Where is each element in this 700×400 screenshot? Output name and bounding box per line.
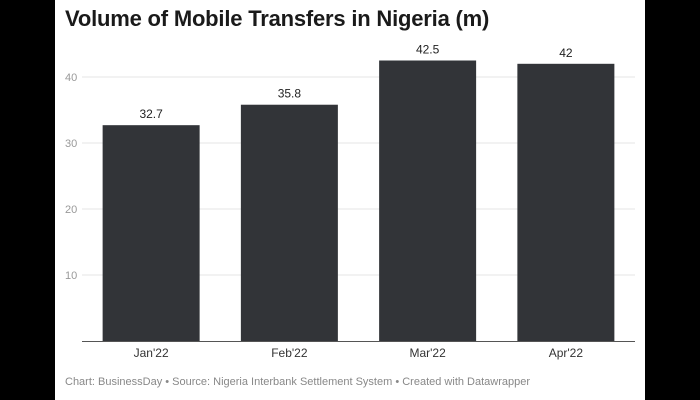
data-label: 32.7	[139, 107, 163, 121]
x-tick-label: Mar'22	[409, 346, 446, 360]
y-tick-label: 30	[65, 138, 77, 150]
bar-Apr'22	[517, 63, 615, 342]
data-label: 35.8	[278, 87, 302, 101]
bar-Mar'22	[379, 60, 477, 341]
y-tick-label: 40	[65, 72, 77, 84]
chart-title: Volume of Mobile Transfers in Nigeria (m…	[65, 6, 490, 31]
data-label: 42	[559, 46, 573, 60]
y-tick-label: 20	[65, 204, 77, 216]
x-tick-label: Jan'22	[134, 346, 169, 360]
chart-card: Volume of Mobile Transfers in Nigeria (m…	[55, 0, 645, 400]
data-label: 42.5	[416, 43, 440, 57]
x-tick-label: Feb'22	[271, 346, 308, 360]
bar-Feb'22	[240, 104, 338, 341]
y-tick-label: 10	[65, 270, 77, 282]
bar-chart: 10 20 30 40 32.7 Jan'22 35.8 Feb'22 42.5 Mar'22 42…	[65, 43, 635, 360]
bar-Jan'22	[102, 125, 200, 342]
chart-footer: Chart: BusinessDay • Source: Nigeria Int…	[65, 376, 531, 388]
x-tick-label: Apr'22	[549, 346, 584, 360]
